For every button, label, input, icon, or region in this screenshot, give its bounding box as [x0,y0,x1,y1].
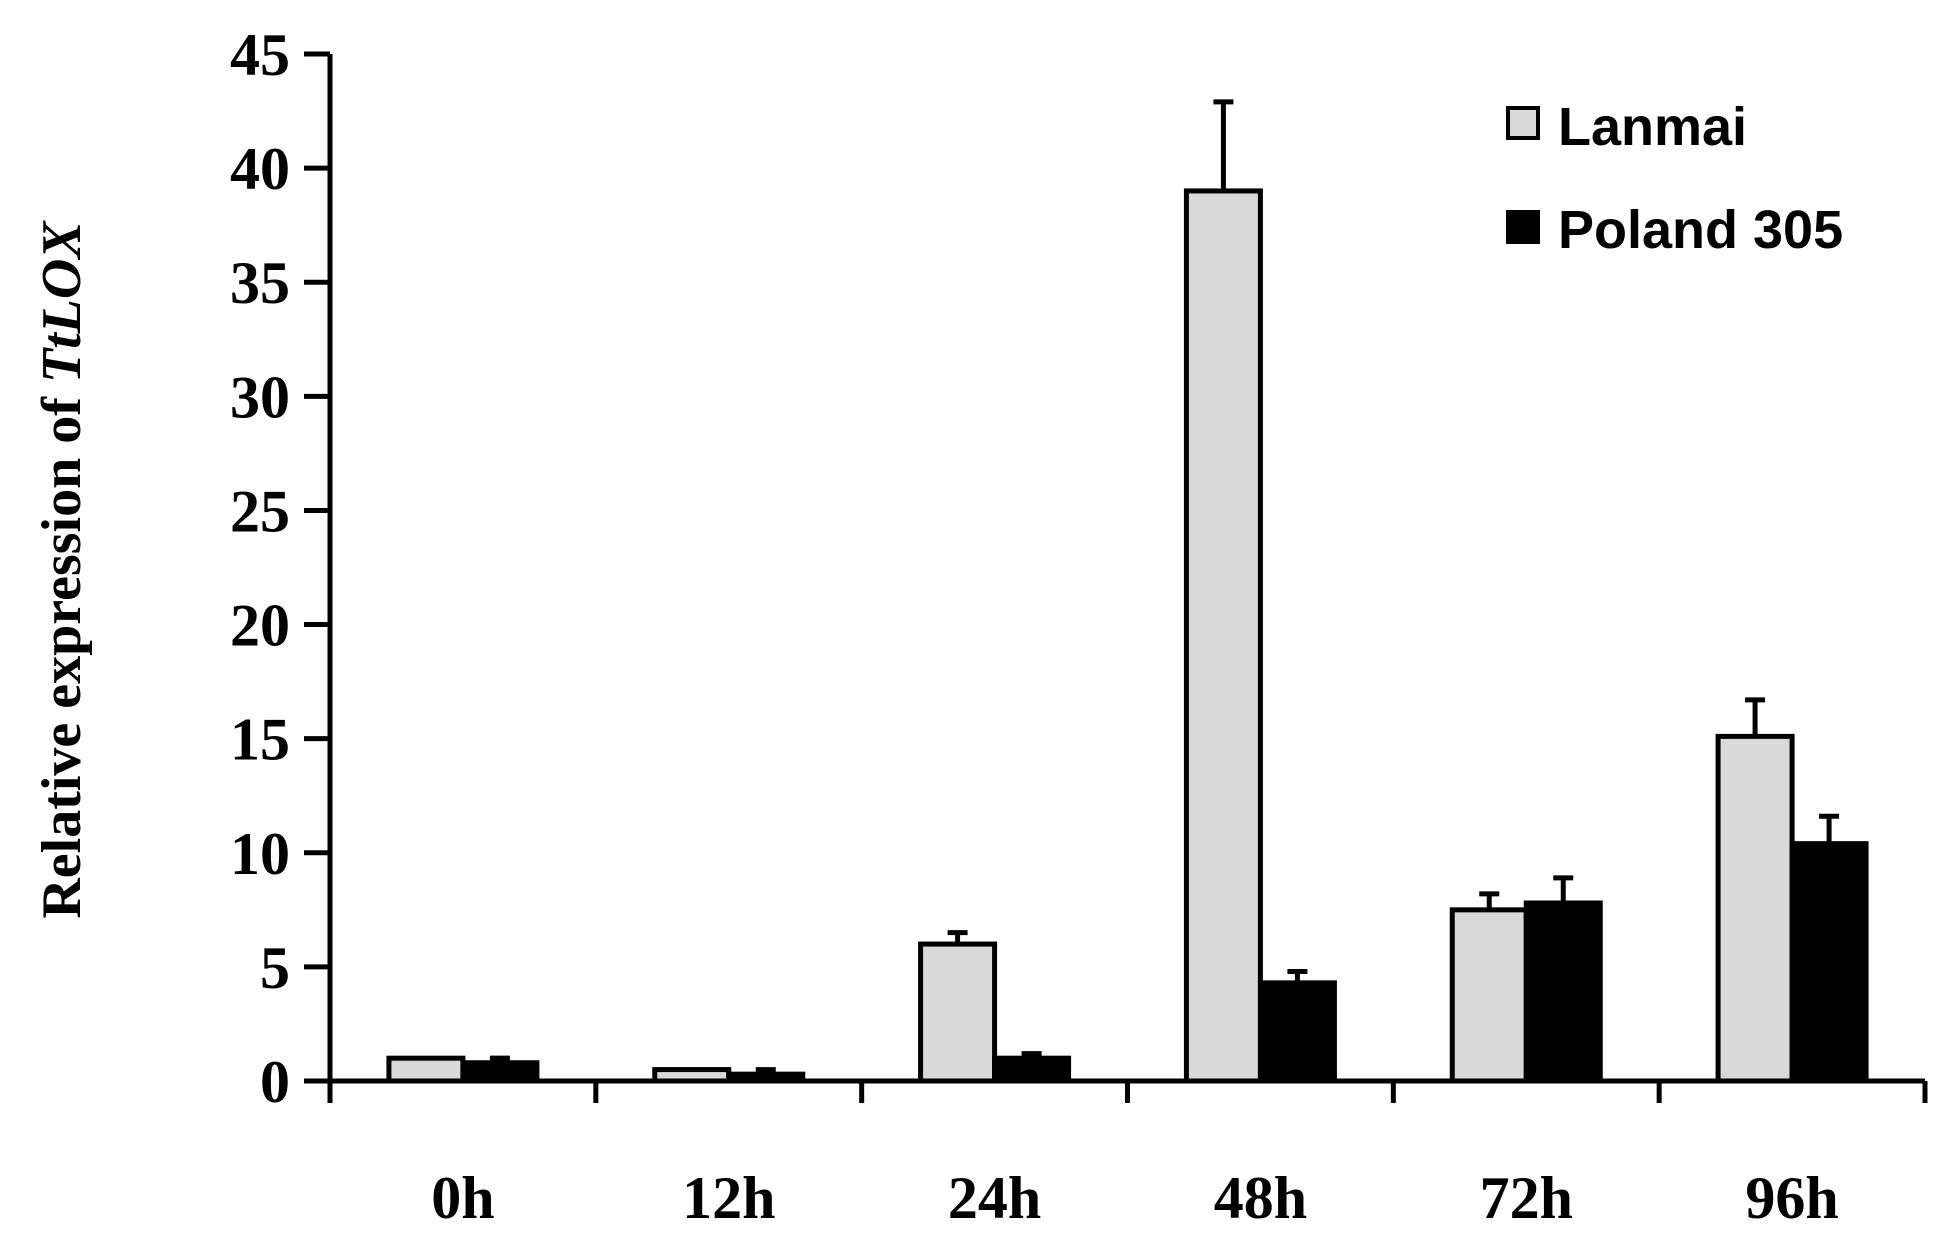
y-tick-label: 10 [230,821,290,887]
bar-lanmai-72h [1449,907,1529,1084]
y-tick-label: 15 [230,707,290,773]
x-tick-labels: 0h 12h 24h 48h 72h 96h [431,1165,1839,1231]
x-tick-label: 48h [1214,1165,1307,1231]
y-tick-label: 45 [230,22,290,88]
bar-poland-305-0h [460,1060,540,1084]
x-tick-label: 72h [1480,1165,1573,1231]
x-tick-label: 12h [682,1165,775,1231]
y-axis-label: Relative expression of TtLOX [31,220,93,919]
y-tick-labels: 0 5 10 15 20 25 30 35 40 45 [230,22,290,1115]
y-tick-label: 0 [260,1049,290,1115]
y-tick-label: 5 [260,935,290,1001]
legend-label-poland-305: Poland 305 [1558,200,1843,260]
x-tick-label: 96h [1745,1165,1838,1231]
bar-poland-305-12h [726,1071,806,1084]
bar-lanmai-48h [1183,188,1263,1084]
bar-poland-305-48h [1257,980,1337,1084]
y-tick-label: 25 [230,478,290,544]
bar-poland-305-72h [1523,900,1603,1084]
legend-swatch-lanmai [1506,106,1540,140]
y-axis-label-gene: TtLOX [31,220,93,383]
bar-lanmai-12h [652,1067,732,1084]
x-tick-label: 0h [431,1165,494,1231]
bar-lanmai-24h [918,941,998,1084]
y-axis-label-text: Relative expression of [31,383,93,919]
bar-lanmai-0h [386,1055,466,1084]
bar-poland-305-96h [1789,841,1869,1084]
y-tick-label: 20 [230,593,290,659]
y-tick-label: 30 [230,364,290,430]
bar-poland-305-24h [992,1055,1072,1084]
error-bars [489,99,1840,1075]
legend: Lanmai Poland 305 [1506,97,1843,260]
legend-label-lanmai: Lanmai [1558,97,1747,157]
bars [386,188,1869,1084]
y-tick-label: 40 [230,136,290,202]
x-tick-label: 24h [948,1165,1041,1231]
y-axis [304,51,333,1084]
x-axis [327,1078,1928,1103]
legend-swatch-poland-305 [1506,210,1540,244]
y-tick-label: 35 [230,250,290,316]
bar-lanmai-96h [1715,733,1795,1084]
